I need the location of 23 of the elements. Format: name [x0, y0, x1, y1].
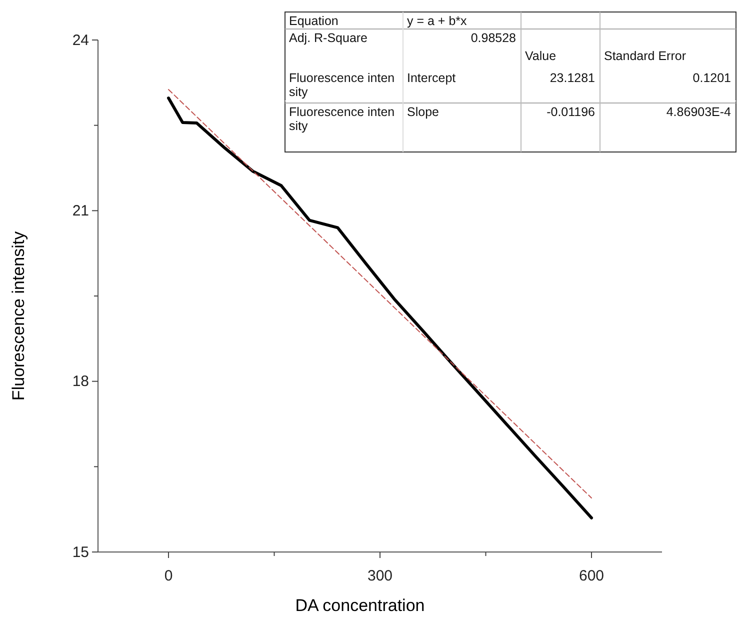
- x-tick-label: 600: [578, 568, 604, 584]
- text: 0.1201: [692, 71, 731, 85]
- x-tick-label: 0: [164, 568, 173, 584]
- annotation: 23.1281: [550, 71, 596, 85]
- text: y = a + b*x: [407, 14, 467, 28]
- annotation: Fluorescence intensity: [289, 71, 395, 99]
- annotation: Standard Error: [604, 49, 686, 63]
- annotation: Fluorescence intensity: [289, 105, 395, 133]
- y-tick-label: 15: [72, 544, 89, 561]
- annotation: -0.01196: [546, 105, 596, 119]
- text: 4.86903E-4: [666, 105, 731, 119]
- annotation: Adj. R-Square: [289, 31, 368, 45]
- annotation: Value: [525, 49, 556, 63]
- y-tick-label: 18: [72, 373, 89, 390]
- x-axis-title: DA concentration: [295, 596, 425, 615]
- annotation: 0.98528: [470, 31, 516, 45]
- x-tick-label: 300: [367, 568, 393, 584]
- annotation: Intercept: [407, 71, 456, 85]
- text: Equation: [289, 14, 338, 28]
- y-axis-title: Fluorescence intensity: [9, 230, 28, 401]
- y-tick-label: 21: [72, 202, 89, 220]
- y-tick-label: 24: [72, 32, 89, 49]
- annotation: Slope: [407, 105, 440, 119]
